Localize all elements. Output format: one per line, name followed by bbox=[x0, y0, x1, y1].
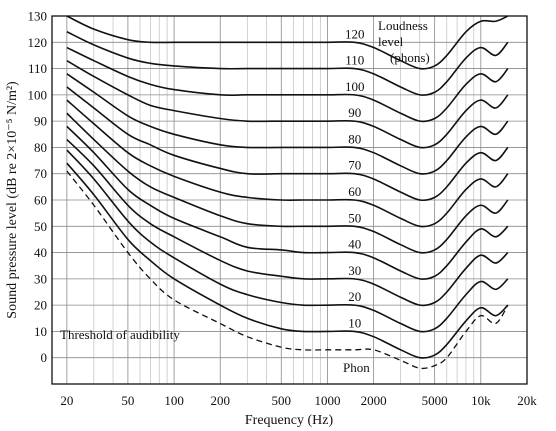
x-tick-label: 20 bbox=[60, 393, 73, 408]
y-tick-label: 120 bbox=[28, 35, 48, 50]
y-tick-label: 70 bbox=[34, 166, 47, 181]
loudness-curves bbox=[66, 15, 509, 370]
y-tick-label: 50 bbox=[34, 219, 47, 234]
curve-30-phon bbox=[66, 138, 509, 307]
curve-label-90: 90 bbox=[348, 105, 361, 120]
x-tick-label: 20k bbox=[517, 393, 537, 408]
y-tick-label: 0 bbox=[41, 350, 48, 365]
x-tick-label: 10k bbox=[471, 393, 491, 408]
loudness-title-line2: level bbox=[378, 34, 404, 49]
curve-70-phon bbox=[66, 86, 509, 202]
curve-label-40: 40 bbox=[348, 237, 361, 252]
y-tick-label: 80 bbox=[34, 140, 47, 155]
threshold-label: Threshold of audibility bbox=[60, 327, 180, 342]
curve-110-phon bbox=[66, 31, 509, 96]
curve-label-10: 10 bbox=[348, 315, 361, 330]
x-axis-title: Frequency (Hz) bbox=[245, 413, 334, 428]
plot-frame bbox=[51, 15, 528, 385]
curve-60-phon bbox=[66, 99, 509, 228]
x-tick-label: 200 bbox=[210, 393, 230, 408]
x-tick-label: 100 bbox=[164, 393, 184, 408]
curve-label-50: 50 bbox=[348, 210, 361, 225]
loudness-title-line3: (phons) bbox=[390, 50, 430, 65]
curve-80-phon bbox=[66, 73, 509, 175]
y-tick-label: 60 bbox=[34, 193, 47, 208]
y-tick-label: 100 bbox=[28, 87, 48, 102]
curve-label-70: 70 bbox=[348, 158, 361, 173]
curve-labels: 10 20 30 40 50 60 70 80 90 100 110 120 bbox=[345, 26, 365, 330]
curve-label-110: 110 bbox=[345, 53, 364, 68]
curve-90-phon bbox=[66, 59, 509, 149]
x-tick-label: 500 bbox=[272, 393, 292, 408]
curve-10-phon bbox=[66, 162, 509, 359]
curve-label-100: 100 bbox=[345, 79, 365, 94]
curve-20-phon bbox=[66, 149, 509, 333]
curve-label-120: 120 bbox=[345, 26, 365, 41]
y-tick-labels: 0 10 20 30 40 50 60 70 80 90 100 110 120 130 bbox=[28, 9, 48, 366]
curve-label-60: 60 bbox=[348, 184, 361, 199]
threshold-curve bbox=[66, 170, 509, 370]
y-tick-label: 20 bbox=[34, 298, 47, 313]
y-axis-title: Sound pressure level (dB re 2×10⁻⁵ N/m²) bbox=[5, 81, 20, 319]
y-tick-label: 90 bbox=[34, 114, 47, 129]
x-tick-label: 5000 bbox=[422, 393, 448, 408]
x-tick-label: 1000 bbox=[314, 393, 340, 408]
x-tick-label: 50 bbox=[121, 393, 134, 408]
curve-100-phon bbox=[66, 46, 509, 123]
x-tick-label: 2000 bbox=[361, 393, 387, 408]
curve-120-phon bbox=[66, 15, 509, 70]
y-tick-label: 40 bbox=[34, 245, 47, 260]
x-tick-labels: 20 50 100 200 500 1000 2000 5000 10k 20k bbox=[60, 393, 537, 408]
curve-label-20: 20 bbox=[348, 289, 361, 304]
curve-label-30: 30 bbox=[348, 263, 361, 278]
curve-50-phon bbox=[66, 112, 509, 254]
phon-label: Phon bbox=[343, 360, 370, 375]
y-tick-label: 110 bbox=[28, 61, 47, 76]
y-tick-label: 130 bbox=[28, 9, 48, 24]
y-tick-label: 10 bbox=[34, 324, 47, 339]
curve-40-phon bbox=[66, 125, 509, 280]
y-tick-label: 30 bbox=[34, 271, 47, 286]
curve-label-80: 80 bbox=[348, 131, 361, 146]
loudness-title-line1: Loudness bbox=[378, 18, 428, 33]
